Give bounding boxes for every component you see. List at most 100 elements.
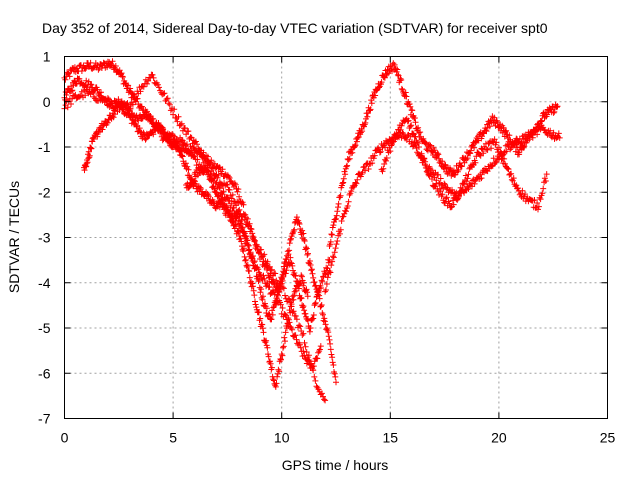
data-point <box>349 149 356 156</box>
data-point <box>497 150 504 157</box>
data-point <box>455 166 462 173</box>
data-point <box>300 330 307 337</box>
data-point <box>476 151 483 158</box>
data-point <box>296 322 303 329</box>
data-point <box>226 186 233 193</box>
data-point <box>534 200 541 206</box>
data-point <box>441 180 448 187</box>
data-point <box>555 130 562 137</box>
data-point <box>286 307 293 314</box>
data-point <box>378 79 385 86</box>
data-point <box>276 288 283 295</box>
data-point <box>161 90 168 97</box>
data-point <box>308 360 314 367</box>
data-point <box>517 140 524 147</box>
data-point <box>305 250 311 257</box>
data-point <box>115 99 122 106</box>
data-point <box>299 227 306 234</box>
data-point <box>236 193 243 200</box>
data-point <box>316 295 323 302</box>
data-point <box>272 270 279 277</box>
data-point <box>387 148 394 155</box>
data-point <box>164 95 171 102</box>
data-point <box>333 212 340 219</box>
data-point <box>326 336 333 343</box>
data-point <box>306 361 313 368</box>
data-point <box>332 373 339 380</box>
data-point <box>296 341 303 348</box>
data-point <box>405 117 412 124</box>
data-point <box>279 305 286 311</box>
data-point <box>156 84 162 91</box>
y-tick-labels: 1 0 -1 -2 -3 -4 -5 -6 -7 <box>38 49 51 427</box>
data-point <box>415 124 422 131</box>
data-point <box>312 377 319 384</box>
data-point <box>398 77 405 83</box>
data-point <box>433 154 440 161</box>
data-point <box>531 197 538 203</box>
data-point <box>150 115 157 122</box>
data-point <box>333 215 339 222</box>
data-point <box>270 376 277 383</box>
data-point <box>332 245 339 252</box>
data-point <box>125 82 132 89</box>
data-point <box>161 129 168 136</box>
data-point <box>331 249 338 256</box>
data-point <box>327 346 334 353</box>
data-point <box>389 141 395 148</box>
data-point <box>300 303 307 310</box>
data-point <box>263 337 270 344</box>
data-point <box>114 67 121 74</box>
data-point <box>133 95 140 102</box>
data-point <box>268 364 275 371</box>
data-point <box>328 351 335 358</box>
x-tick-label: 25 <box>600 430 616 446</box>
data-point <box>69 87 76 94</box>
data-point <box>266 283 273 290</box>
data-point <box>388 142 395 149</box>
data-point <box>292 332 299 339</box>
data-point <box>371 152 378 159</box>
data-point <box>259 325 266 332</box>
data-point <box>343 163 350 170</box>
data-point <box>200 159 207 166</box>
data-point <box>239 224 246 231</box>
data-point <box>337 192 344 199</box>
data-point <box>143 135 150 142</box>
data-point <box>250 234 257 241</box>
data-point <box>289 326 296 333</box>
data-point <box>357 129 364 136</box>
data-point <box>340 179 347 186</box>
data-point <box>550 109 557 116</box>
data-point <box>539 190 546 197</box>
data-point <box>323 287 329 293</box>
data-point <box>140 83 147 90</box>
data-point <box>219 166 226 173</box>
data-point <box>330 254 337 261</box>
data-point <box>288 259 294 266</box>
data-point <box>467 150 474 157</box>
data-point <box>138 115 145 122</box>
data-point <box>244 237 251 244</box>
data-point <box>415 140 422 147</box>
data-point <box>442 195 449 202</box>
data-point <box>174 140 181 147</box>
data-point <box>312 300 319 307</box>
data-point <box>343 208 349 215</box>
data-point <box>280 344 286 351</box>
data-point <box>376 84 382 91</box>
data-point <box>291 292 298 299</box>
data-point <box>205 170 212 177</box>
data-point <box>325 329 332 336</box>
data-point <box>439 191 446 198</box>
data-point <box>415 130 422 136</box>
data-point <box>521 143 528 150</box>
data-point <box>257 315 264 322</box>
data-point <box>303 244 309 251</box>
data-point <box>263 305 270 312</box>
data-point <box>99 126 106 133</box>
data-point <box>429 167 435 174</box>
data-point <box>296 281 303 288</box>
data-point <box>243 262 250 269</box>
